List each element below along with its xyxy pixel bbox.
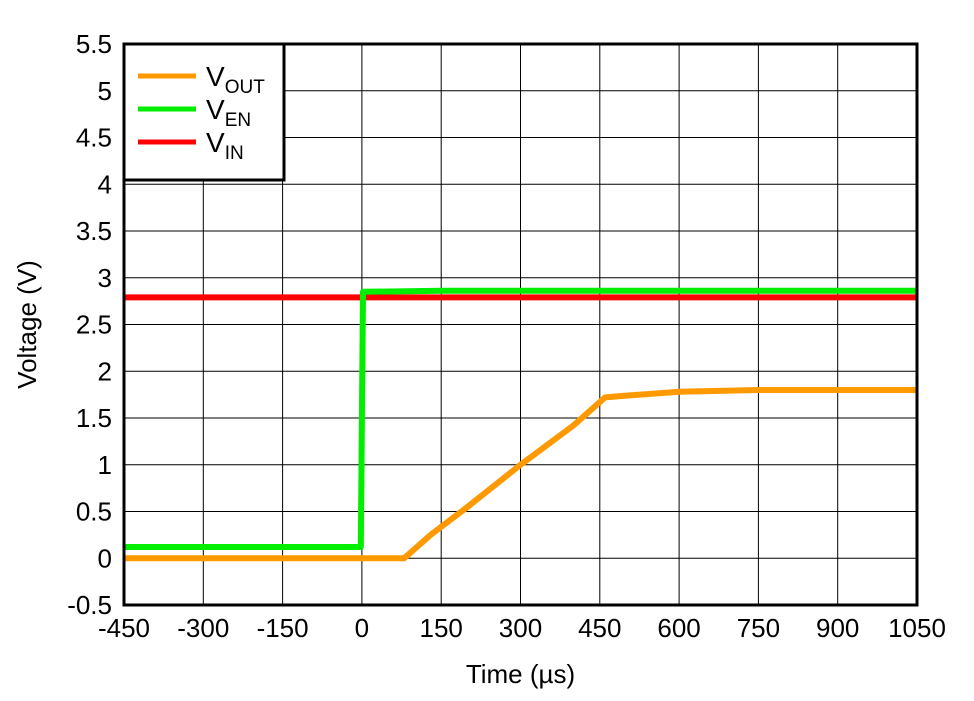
x-tick-label: 600 <box>657 613 700 643</box>
plot-frame <box>122 42 919 607</box>
y-tick-labels: -0.5 0 0.5 1 1.5 2 2.5 3 3.5 4 4.5 5 5.5 <box>67 29 112 620</box>
y-tick-label: 2.5 <box>76 310 112 340</box>
legend-label: VIN <box>206 127 244 164</box>
legend-label: VOUT <box>206 61 265 98</box>
y-tick-label: 5 <box>98 76 112 106</box>
x-tick-label: -150 <box>257 613 309 643</box>
x-tick-label: 1050 <box>888 613 946 643</box>
x-tick-label: 900 <box>816 613 859 643</box>
x-axis-label: Time (µs) <box>466 659 575 689</box>
y-tick-label: 4.5 <box>76 123 112 153</box>
series-line-v-en <box>124 287 917 550</box>
x-tick-label: 450 <box>578 613 621 643</box>
y-tick-label: 0 <box>98 543 112 573</box>
x-tick-label: 750 <box>737 613 780 643</box>
y-tick-label: 2 <box>98 356 112 386</box>
y-tick-label: 5.5 <box>76 29 112 59</box>
y-tick-label: 1 <box>98 450 112 480</box>
legend-label: VEN <box>206 94 251 131</box>
series-line-v-out <box>124 387 917 562</box>
series-layer <box>124 287 917 562</box>
x-tick-label: -450 <box>98 613 150 643</box>
y-tick-label: 1.5 <box>76 403 112 433</box>
x-tick-label: -300 <box>177 613 229 643</box>
y-tick-label: -0.5 <box>67 590 112 620</box>
legend-box <box>122 42 286 182</box>
x-tick-labels: -450 -300 -150 0 150 300 450 600 750 900 1050 <box>98 613 946 643</box>
x-tick-label: 150 <box>420 613 463 643</box>
x-tick-label: 300 <box>499 613 542 643</box>
y-tick-label: 0.5 <box>76 497 112 527</box>
y-tick-label: 3.5 <box>76 216 112 246</box>
y-tick-label: 4 <box>98 169 112 199</box>
y-tick-label: 3 <box>98 263 112 293</box>
y-axis-label: Voltage (V) <box>12 260 42 389</box>
x-tick-label: 0 <box>355 613 369 643</box>
